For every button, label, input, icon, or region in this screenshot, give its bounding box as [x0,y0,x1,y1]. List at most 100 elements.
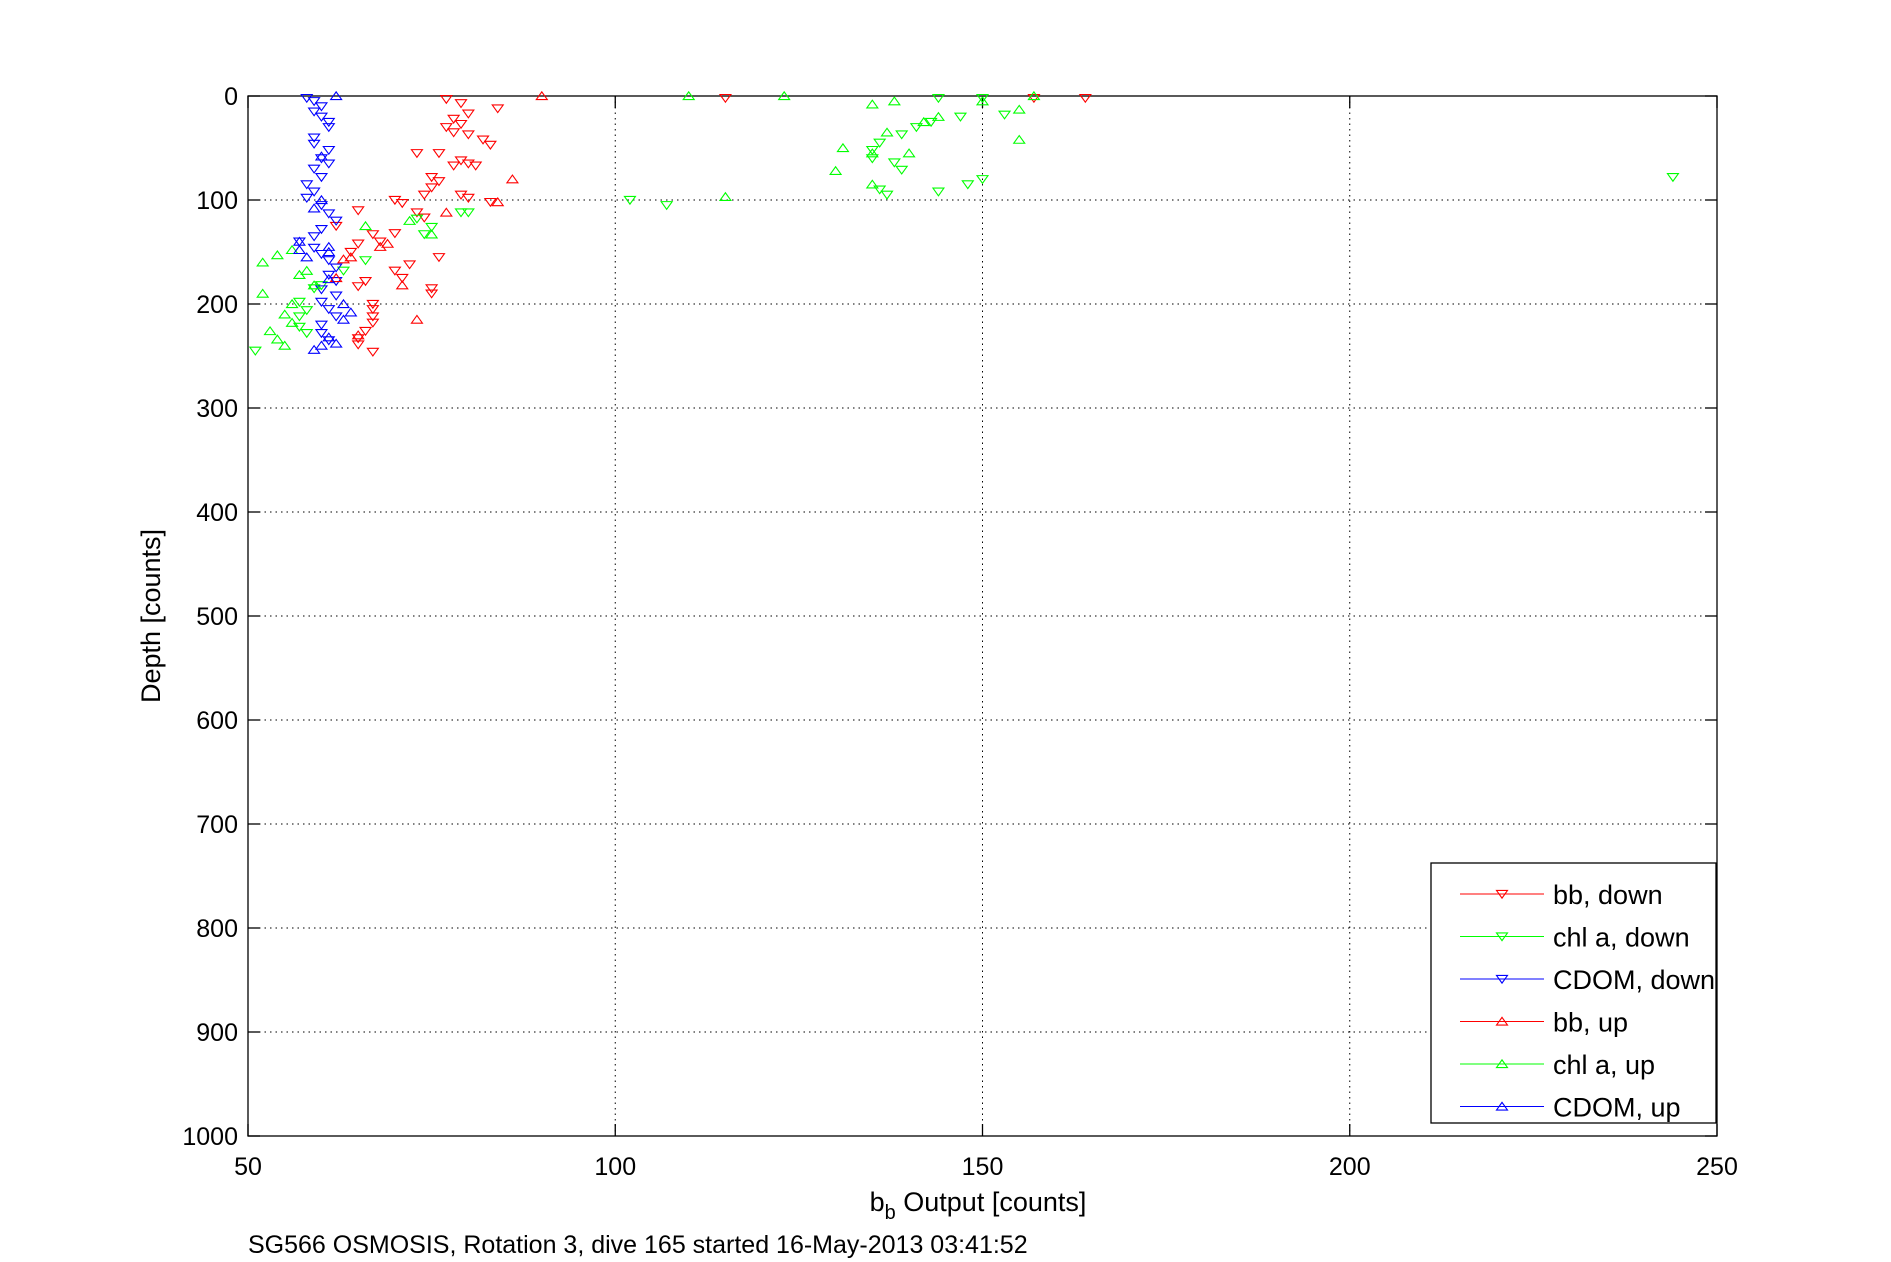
data-point [403,215,417,225]
data-point [461,130,475,140]
axis-ticks: 50 100 150 200 250 0 100 200 300 400 500 600 700 800 9… [182,83,1737,1181]
data-point [366,299,380,310]
data-point [307,164,321,174]
data-point [410,208,424,218]
data-point [329,221,343,232]
data-point [314,201,329,211]
legend-label: CDOM, up [1553,1093,1681,1123]
x-tick-label: 250 [1696,1153,1738,1181]
data-point [1027,90,1041,101]
data-point [403,260,417,270]
data-point [307,187,321,197]
data-point [623,195,637,206]
data-point [314,320,329,330]
data-point [366,230,380,240]
y-tick-label: 300 [196,395,238,423]
data-point [307,97,321,107]
x-axis-label-rest: Output [counts] [896,1187,1087,1217]
data-point [329,263,343,273]
data-point [865,145,879,156]
y-tick-label: 200 [196,291,238,319]
data-point [248,346,262,356]
data-point [461,208,475,218]
data-point [300,306,314,316]
legend-marker [1495,1101,1509,1111]
data-point [322,270,336,280]
legend-label: bb, down [1553,880,1663,910]
legend: bb, down chl a, down CDOM, down bb, up chl a… [1430,862,1717,1124]
legend-box [1430,862,1717,1124]
data-point [887,158,901,168]
data-point [351,206,365,216]
data-point [535,90,549,101]
data-point [895,165,909,175]
data-point [351,239,365,249]
data-point [322,117,336,128]
data-point [336,298,351,309]
y-tick-label: 400 [196,499,238,527]
data-point [366,318,380,328]
data-point [447,161,461,171]
legend-entry: CDOM, down [1460,965,1715,995]
y-tick-label: 900 [196,1019,238,1047]
y-tick-label: 600 [196,707,238,735]
data-point [865,154,879,164]
data-point [256,288,270,298]
data-point [307,133,321,143]
data-point [314,297,329,307]
data-point [314,285,329,295]
data-point [924,117,938,128]
data-point [975,175,990,185]
data-point [395,280,409,290]
data-point [931,111,945,121]
data-point [417,213,431,223]
series-chl-a-down [248,93,1680,356]
data-point [1012,134,1026,144]
data-point [491,197,505,207]
legend-marker [1495,1016,1509,1026]
data-point [358,220,373,231]
data-point [322,145,336,156]
data-point [461,193,475,203]
data-point [425,229,439,239]
data-point [344,252,358,262]
data-point [439,94,453,105]
legend-entry: chl a, down [1460,923,1690,953]
data-point [902,148,916,158]
data-point [865,179,879,189]
y-tick-label: 0 [224,83,238,111]
legend-marker [1495,932,1509,942]
y-axis-label: Depth [counts] [136,529,166,703]
data-point [380,238,395,248]
data-point [425,284,439,294]
data-point [329,312,343,322]
series-cdom-up [292,90,358,354]
data-point [307,232,321,242]
data-point [439,207,453,217]
data-point [887,96,901,106]
data-point [1666,172,1680,183]
data-point [388,229,402,239]
legend-marker [1495,889,1509,900]
data-point [307,243,321,253]
data-point [285,244,299,255]
data-point [314,154,329,164]
series-chl-a-up [256,90,1041,350]
data-point [314,340,329,350]
y-tick-label: 500 [196,603,238,631]
data-point [454,99,468,109]
data-point [505,174,519,184]
legend-marker [1495,1058,1509,1069]
data-point [366,305,380,315]
data-point [483,140,497,150]
data-point [373,237,387,247]
data-point [336,314,351,324]
data-point [351,330,365,340]
data-point [322,123,336,133]
x-tick-label: 200 [1329,1153,1371,1181]
data-point [314,172,329,183]
data-point [660,201,674,211]
data-point [307,344,321,354]
data-point [873,138,887,148]
